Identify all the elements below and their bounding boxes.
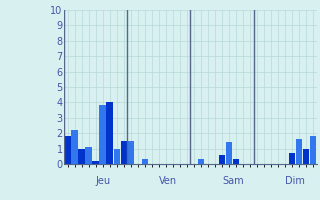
Bar (233, 159, 239, 164)
Text: Jeu: Jeu (96, 176, 111, 186)
Bar (85, 147, 92, 164)
Bar (71, 130, 78, 164)
Bar (121, 141, 127, 164)
Bar (64, 136, 71, 164)
Bar (226, 142, 232, 164)
Bar (92, 161, 99, 164)
Bar (128, 141, 134, 164)
Text: Sam: Sam (222, 176, 244, 186)
Bar (141, 159, 148, 164)
Text: Dim: Dim (285, 176, 305, 186)
Bar (303, 149, 309, 164)
Bar (310, 136, 316, 164)
Bar (198, 159, 204, 164)
Bar (114, 149, 120, 164)
Bar (107, 102, 113, 164)
Bar (296, 139, 302, 164)
Bar (100, 105, 106, 164)
Bar (78, 149, 85, 164)
Bar (219, 155, 225, 164)
Text: Ven: Ven (159, 176, 177, 186)
Bar (289, 153, 295, 164)
